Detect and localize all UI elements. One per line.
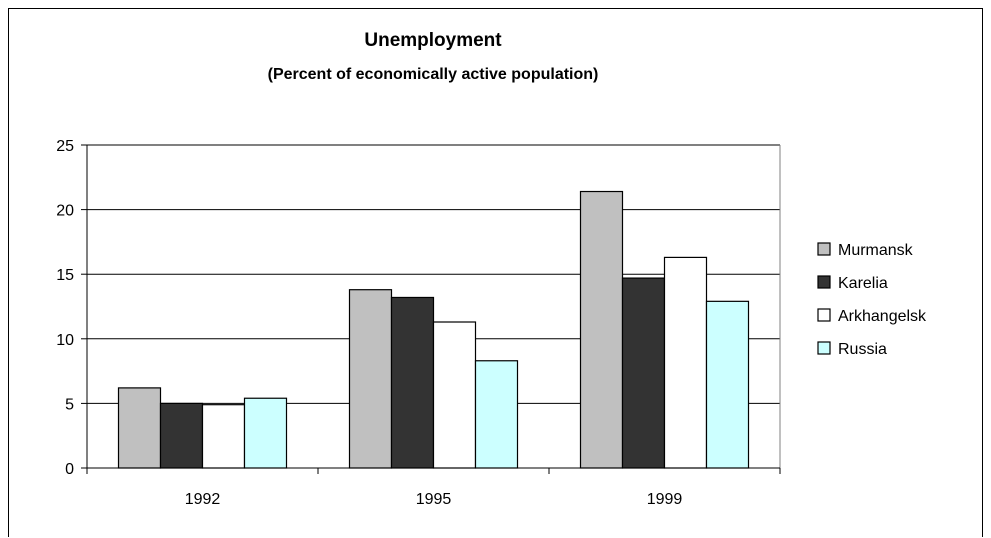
y-tick-label: 20	[56, 203, 74, 220]
bar-karelia-1999	[621, 277, 666, 469]
bar-karelia-1995	[390, 296, 435, 469]
y-tick-label: 0	[65, 461, 74, 478]
bar-murmansk-1995	[348, 289, 393, 469]
bar-murmansk-1999	[579, 190, 624, 469]
bar-arkhangelsk-1995	[432, 321, 477, 469]
bar-karelia-1992	[159, 402, 204, 469]
legend: Murmansk Karelia Arkhangelsk Russia	[817, 242, 927, 358]
legend-label-arkhangelsk: Arkhangelsk	[838, 308, 927, 325]
x-tick-label: 1992	[185, 491, 221, 508]
bar-murmansk-1992	[117, 387, 162, 469]
legend-label-karelia: Karelia	[838, 275, 888, 292]
chart-subtitle: (Percent of economically active populati…	[268, 66, 599, 83]
y-tick-label: 15	[56, 267, 74, 284]
bar-arkhangelsk-1992	[201, 404, 246, 469]
chart-title: Unemployment	[364, 30, 502, 51]
bar-russia-1992	[243, 397, 288, 469]
bar-russia-1995	[474, 360, 519, 469]
bar-arkhangelsk-1999	[663, 256, 708, 469]
legend-swatch-russia	[817, 341, 831, 355]
legend-swatch-murmansk	[817, 242, 831, 256]
legend-swatch-karelia	[817, 275, 831, 289]
legend-label-murmansk: Murmansk	[838, 242, 914, 259]
y-tick-label: 5	[65, 396, 74, 413]
x-tick-label: 1999	[647, 491, 683, 508]
x-tick-label: 1995	[416, 491, 452, 508]
chart-frame	[8, 8, 983, 537]
legend-swatch-arkhangelsk	[817, 308, 831, 322]
y-tick-label: 25	[56, 138, 74, 155]
bar-russia-1999	[705, 300, 750, 469]
y-tick-label: 10	[56, 332, 74, 349]
legend-label-russia: Russia	[838, 341, 887, 358]
